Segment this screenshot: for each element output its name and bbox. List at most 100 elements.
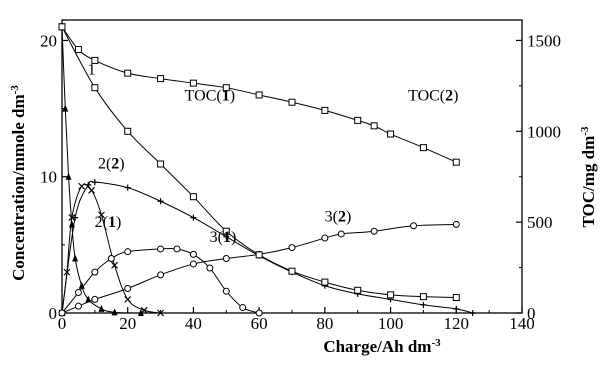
data-point (387, 291, 395, 299)
data-point (98, 211, 105, 219)
data-point (452, 294, 460, 302)
series-31 (58, 245, 263, 317)
series-line (61, 183, 161, 314)
data-point (91, 268, 99, 276)
data-point (140, 306, 148, 314)
data-point (255, 251, 263, 259)
y2-tick-label: 500 (527, 213, 553, 232)
data-point (239, 304, 247, 312)
data-point (222, 254, 230, 262)
data-point (124, 127, 132, 135)
data-point (419, 144, 427, 152)
data-point (74, 289, 82, 297)
x-tick-label: 60 (251, 314, 268, 333)
series-22 (59, 179, 476, 316)
data-point (288, 244, 296, 252)
series-annotation: TOC(2) (408, 87, 458, 104)
data-point (321, 234, 329, 242)
data-point (354, 286, 362, 294)
data-point (189, 260, 197, 268)
data-point (255, 309, 263, 317)
data-point (420, 301, 427, 308)
data-point (321, 106, 329, 114)
y2-tick-label: 1000 (527, 122, 561, 141)
data-point (321, 278, 329, 286)
data-point (124, 284, 132, 292)
y-tick-label: 10 (40, 168, 57, 187)
series-1 (59, 22, 144, 316)
data-point (189, 79, 197, 87)
series-21 (58, 182, 164, 317)
x-tick-label: 40 (185, 314, 202, 333)
y-tick-label: 20 (40, 31, 57, 50)
series-annotation: 1 (88, 62, 96, 79)
y2-axis-title: TOC/mg dm-3 (579, 126, 598, 227)
data-point (85, 295, 92, 303)
data-point (288, 98, 296, 106)
x-tick-label: 0 (58, 314, 67, 333)
data-point (88, 186, 95, 194)
data-point (288, 267, 296, 275)
data-point (124, 69, 132, 77)
data-point (124, 184, 131, 191)
data-point (98, 304, 105, 312)
data-point (157, 75, 165, 83)
data-point (91, 84, 99, 92)
data-point (337, 230, 345, 238)
series-line (61, 26, 141, 314)
data-point (157, 271, 165, 279)
data-point (387, 130, 395, 138)
data-point (452, 158, 460, 166)
data-point (68, 214, 76, 222)
series-annotation: 3(1) (210, 229, 237, 246)
data-point (74, 302, 82, 310)
data-point (255, 91, 263, 99)
series-line (61, 180, 473, 314)
annotation-layer: 1 TOC(1) TOC(2) 2(2) 2(1) 3(2) 3(1) (88, 62, 459, 247)
data-point (111, 308, 118, 316)
data-point (222, 227, 230, 235)
data-point (190, 214, 197, 221)
series-annotation: 2(2) (98, 156, 125, 173)
data-point (58, 23, 66, 31)
y-axis-title: Concentration/mmole dm-3 (9, 85, 28, 281)
series-layer (58, 22, 476, 317)
data-point (469, 310, 476, 316)
x-tick-label: 20 (119, 314, 136, 333)
series-annotation: TOC(1) (185, 87, 235, 104)
data-point (111, 261, 118, 269)
series-annotation: 3(2) (325, 209, 352, 226)
x-tick-label: 140 (509, 314, 535, 333)
series-annotation: 2(1) (95, 214, 122, 231)
data-point (91, 179, 98, 186)
series-32 (58, 220, 460, 317)
y-tick-label: 0 (49, 304, 58, 323)
data-point (157, 245, 165, 253)
x-tick-label: 80 (316, 314, 333, 333)
data-point (62, 104, 69, 112)
data-point (189, 193, 197, 201)
series-toc2 (58, 23, 460, 166)
data-point (370, 122, 378, 130)
data-point (65, 172, 72, 180)
data-point (74, 46, 82, 54)
data-point (173, 245, 181, 253)
data-point (58, 309, 66, 317)
data-point (453, 305, 460, 312)
data-point (124, 248, 132, 256)
data-point (72, 254, 79, 262)
data-point (354, 116, 362, 124)
data-point (222, 287, 230, 295)
data-point (85, 181, 92, 188)
data-point (370, 227, 378, 235)
y2-tick-label: 1500 (527, 31, 561, 50)
data-point (124, 295, 132, 303)
x-axis-title: Charge/Ah dm-3 (323, 337, 441, 356)
data-point (410, 222, 418, 230)
data-point (157, 309, 164, 317)
x-tick-label: 100 (378, 314, 404, 333)
data-point (157, 198, 164, 205)
data-point (91, 56, 99, 64)
